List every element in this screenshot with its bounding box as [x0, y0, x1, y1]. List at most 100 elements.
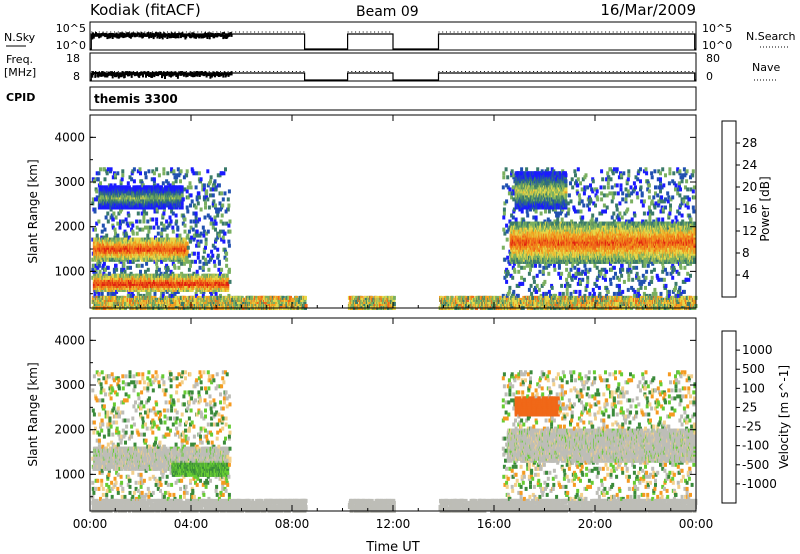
nave-dot: [284, 71, 285, 72]
nave-dot: [492, 71, 493, 72]
nave-dot: [110, 71, 111, 72]
nsearch-dot: [250, 32, 251, 33]
nave-dot: [209, 71, 210, 72]
nave-dot: [571, 71, 572, 72]
nave-dot: [231, 71, 232, 72]
nsearch-dot: [292, 32, 293, 33]
nave-dot: [363, 71, 364, 72]
nave-dot: [122, 71, 123, 72]
nsearch-dot: [518, 32, 519, 33]
nave-dot: [148, 71, 149, 72]
nsearch-dot: [141, 32, 142, 33]
nsearch-dot: [647, 32, 648, 33]
nave-dot: [224, 71, 225, 72]
nsearch-dot: [201, 32, 202, 33]
nave-dot: [654, 71, 655, 72]
nsearch-dot: [247, 32, 248, 33]
nave-dot: [133, 71, 134, 72]
nsearch-dot: [439, 32, 440, 33]
beam-title: Beam 09: [356, 4, 419, 20]
nsearch-dot: [469, 32, 470, 33]
range-gate-cell: [101, 292, 104, 296]
nave-dot: [499, 71, 500, 72]
nsearch-dot: [537, 32, 538, 33]
nave-dot: [367, 71, 368, 72]
range-gate-cell: [96, 234, 99, 238]
nave-dot: [685, 71, 686, 72]
nsearch-dot: [692, 32, 693, 33]
nsearch-dot: [175, 32, 176, 33]
date-title: 16/Mar/2009: [600, 1, 696, 19]
nsearch-dot: [492, 32, 493, 33]
nave-dot: [389, 71, 390, 72]
nave-tick-top: 80: [706, 52, 720, 65]
nave-dot: [114, 71, 115, 72]
nsearch-dot: [103, 32, 104, 33]
nave-dot: [692, 71, 693, 72]
nave-dot: [374, 71, 375, 72]
nsearch-dot: [359, 32, 360, 33]
nsearch-dot: [503, 32, 504, 33]
nave-dot: [480, 71, 481, 72]
range-gate-cell: [99, 167, 102, 171]
nave-dot: [450, 71, 451, 72]
nsky-tick-bottom: 10^0: [56, 39, 86, 52]
nsky-tick-top-right: 10^5: [702, 22, 732, 35]
nave-label: Nave: [752, 61, 780, 74]
nsearch-dot: [632, 32, 633, 33]
freq-tick-top: 18: [66, 52, 80, 65]
nsearch-dot: [514, 32, 515, 33]
nave-dot: [507, 71, 508, 72]
nsearch-dot: [351, 32, 352, 33]
nave-dot: [469, 71, 470, 72]
nsearch-dot: [190, 32, 191, 33]
nsearch-dot: [197, 32, 198, 33]
nave-dot: [91, 71, 92, 72]
nsearch-dot: [258, 32, 259, 33]
nave-dot: [541, 71, 542, 72]
nave-dot: [178, 71, 179, 72]
nsearch-dot: [598, 32, 599, 33]
nave-dot: [454, 71, 455, 72]
nave-dot: [465, 71, 466, 72]
nave-dot: [582, 71, 583, 72]
nave-dot: [235, 71, 236, 72]
range-gate-cell: [104, 228, 107, 232]
nsearch-dot: [639, 32, 640, 33]
nsearch-dot: [628, 32, 629, 33]
range-gate-cell: [97, 220, 100, 224]
nsearch-dot: [620, 32, 621, 33]
nsearch-dot: [186, 32, 187, 33]
nsearch-dot: [163, 32, 164, 33]
nsearch-dot: [389, 32, 390, 33]
nsearch-dot: [243, 32, 244, 33]
nsearch-dot: [284, 32, 285, 33]
nsearch-dot: [594, 32, 595, 33]
freq-sample: [94, 74, 96, 78]
nsearch-dot: [454, 32, 455, 33]
nave-dot: [617, 71, 618, 72]
nave-dot: [296, 71, 297, 72]
nsearch-dot: [220, 32, 221, 33]
nave-dot: [461, 71, 462, 72]
nsearch-dot: [651, 32, 652, 33]
nave-dot: [355, 71, 356, 72]
nave-dot: [473, 71, 474, 72]
nave-dot: [247, 71, 248, 72]
nave-dot: [484, 71, 485, 72]
nave-dot: [510, 71, 511, 72]
nsearch-dot: [507, 32, 508, 33]
nave-dot: [548, 71, 549, 72]
nave-dot: [590, 71, 591, 72]
nave-dot: [273, 71, 274, 72]
nave-dot: [228, 71, 229, 72]
range-gate-cell: [104, 177, 107, 181]
nsky-label: N.Sky: [4, 31, 36, 44]
nsearch-dot: [567, 32, 568, 33]
nsearch-dot: [582, 32, 583, 33]
range-gate-cell: [98, 264, 101, 268]
nsearch-dot: [688, 32, 689, 33]
nsearch-dot: [129, 32, 130, 33]
nave-dot: [567, 71, 568, 72]
nsearch-dot: [156, 32, 157, 33]
